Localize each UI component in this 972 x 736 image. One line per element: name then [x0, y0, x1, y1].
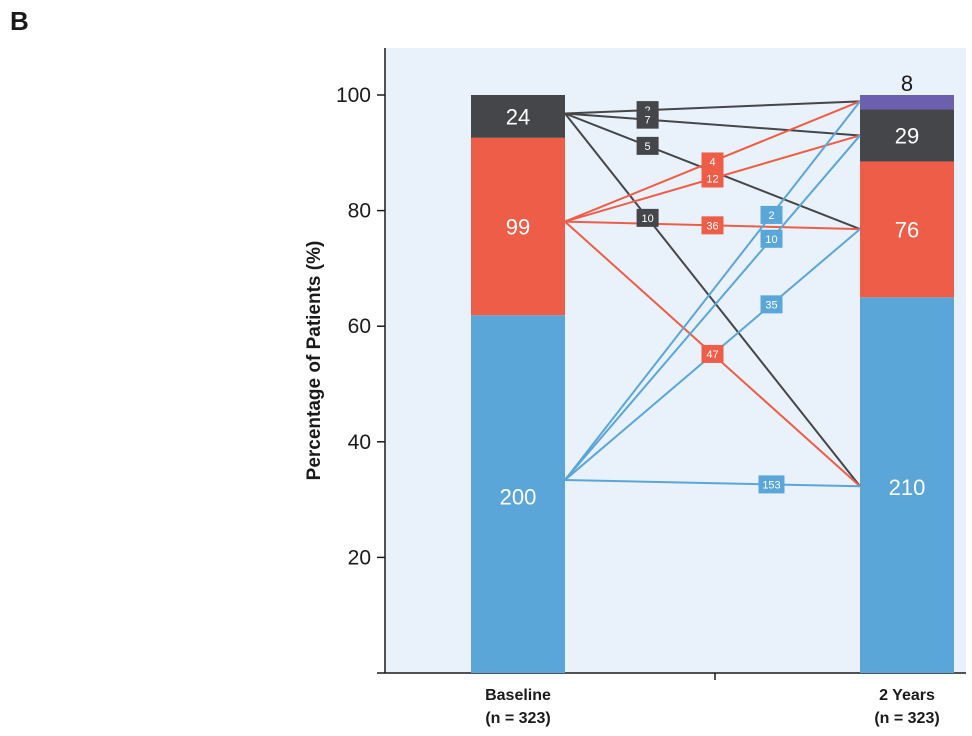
- bar-segment-blue: [471, 315, 565, 673]
- flow-count-box: [701, 216, 724, 235]
- bar-segment-dark: [860, 109, 954, 162]
- flow-count-box: [758, 475, 785, 494]
- segment-count-label: 8: [901, 71, 913, 96]
- segment-count-label: 29: [895, 123, 919, 148]
- flow-line: [564, 100, 861, 481]
- segment-count-label: 24: [506, 104, 530, 129]
- flow-count-label: 153: [762, 479, 780, 491]
- x-category-sublabel: (n = 323): [485, 710, 550, 727]
- segment-count-label: 200: [500, 485, 537, 510]
- bar-segment-dark: [471, 95, 565, 138]
- flow-count-box: [701, 344, 724, 363]
- flow-count-label: 47: [706, 349, 718, 361]
- y-tick-label: 40: [348, 431, 371, 454]
- y-axis-label: Percentage of Patients (%): [304, 241, 325, 481]
- flow-line: [564, 112, 861, 487]
- y-tick-label: 20: [348, 546, 371, 569]
- flow-count-label: 36: [706, 220, 718, 232]
- y-tick-label: 60: [348, 315, 371, 338]
- x-category-label: 2 Years: [879, 687, 935, 704]
- flow-count-box: [636, 110, 659, 129]
- flow-count-label: 5: [645, 141, 651, 153]
- segment-count-label: 99: [506, 214, 530, 239]
- flow-count-box: [636, 208, 659, 227]
- bar-segment-purple: [860, 95, 954, 110]
- flow-count-box: [760, 229, 783, 248]
- flow-count-label: 35: [765, 299, 777, 311]
- flow-count-label: 12: [706, 174, 718, 186]
- y-tick-label: 100: [336, 84, 371, 107]
- flow-count-label: 10: [765, 234, 777, 246]
- flow-count-label: 2: [768, 210, 774, 222]
- x-category-label: Baseline: [485, 687, 551, 704]
- flow-line: [564, 134, 861, 481]
- flow-count-box: [760, 295, 783, 314]
- segment-count-label: 76: [895, 217, 919, 242]
- flow-count-box: [636, 136, 659, 155]
- bar-segment-red: [471, 137, 565, 316]
- flow-count-label: 10: [641, 213, 653, 225]
- flow-count-box: [701, 152, 724, 171]
- y-tick-label: 80: [348, 200, 371, 223]
- panel-label: B: [10, 6, 29, 36]
- flow-line: [564, 100, 861, 115]
- segment-count-label: 210: [889, 475, 926, 500]
- bar-segment-red: [860, 161, 954, 298]
- x-category-sublabel: (n = 323): [874, 710, 939, 727]
- flow-count-box: [760, 205, 783, 224]
- bar-segment-blue: [860, 297, 954, 673]
- flow-line: [564, 112, 861, 137]
- flow-count-label: 7: [645, 115, 651, 127]
- flow-count-label: 4: [709, 156, 715, 168]
- flow-line: [564, 478, 861, 488]
- flow-count-box: [701, 169, 724, 188]
